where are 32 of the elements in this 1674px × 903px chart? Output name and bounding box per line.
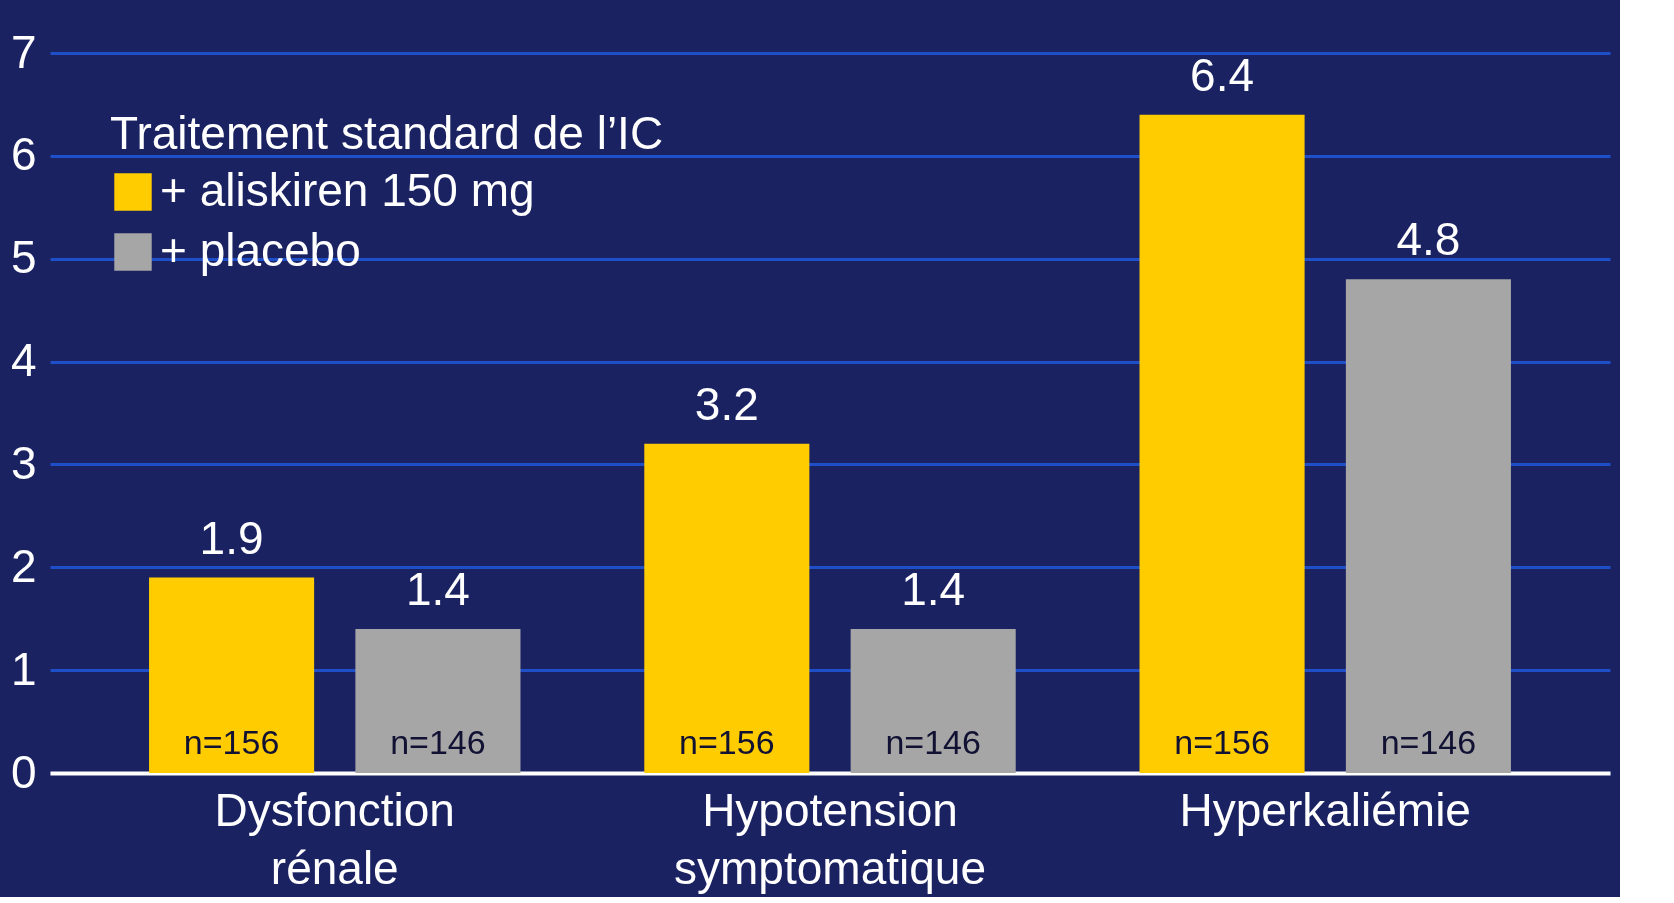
annotation: n=146 [885,723,981,761]
data-label: 1.4 [405,563,470,615]
x-tick-label: Hyperkaliémie [1179,783,1471,836]
y-tick-label: 1 [10,642,37,695]
x-tick-label: Hypotension symptomatique [674,783,986,894]
annotation: n=156 [679,723,775,761]
y-tick-label: 4 [10,334,37,387]
y-tick-label: 3 [10,436,37,489]
bar [850,629,1016,773]
legend-label: + placebo [160,224,361,276]
bar [644,443,810,773]
y-tick-label: 2 [10,539,37,592]
y-tick-label: 7 [10,25,37,78]
data-label: 1.9 [199,511,264,564]
legend-label: + aliskiren 150 mg [160,164,535,216]
data-label: 1.4 [901,563,966,615]
x-tick-label: Dysfonction rénale [214,783,455,894]
annotation: n=146 [1380,723,1477,761]
y-tick-label: 0 [10,745,37,798]
annotation: n=156 [183,723,280,761]
bar [149,577,315,773]
bar [355,629,521,773]
data-label: 3.2 [694,377,759,430]
y-tick-label: 6 [10,128,37,181]
data-label: 4.8 [1396,213,1461,266]
data-label: 6.4 [1190,48,1255,101]
legend-title: Traitement standard de l’IC [110,107,664,159]
bar [1345,279,1511,773]
annotation: n=156 [1174,723,1270,761]
y-tick-label: 5 [10,231,37,284]
annotation: n=146 [390,723,486,761]
bar [1139,114,1305,773]
